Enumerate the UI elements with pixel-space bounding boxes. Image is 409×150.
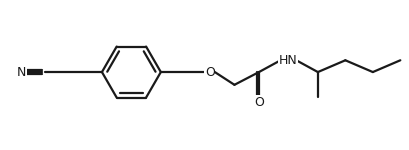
Text: N: N [17, 66, 26, 79]
Text: O: O [254, 96, 263, 109]
Text: O: O [204, 66, 214, 79]
Text: HN: HN [279, 54, 297, 67]
